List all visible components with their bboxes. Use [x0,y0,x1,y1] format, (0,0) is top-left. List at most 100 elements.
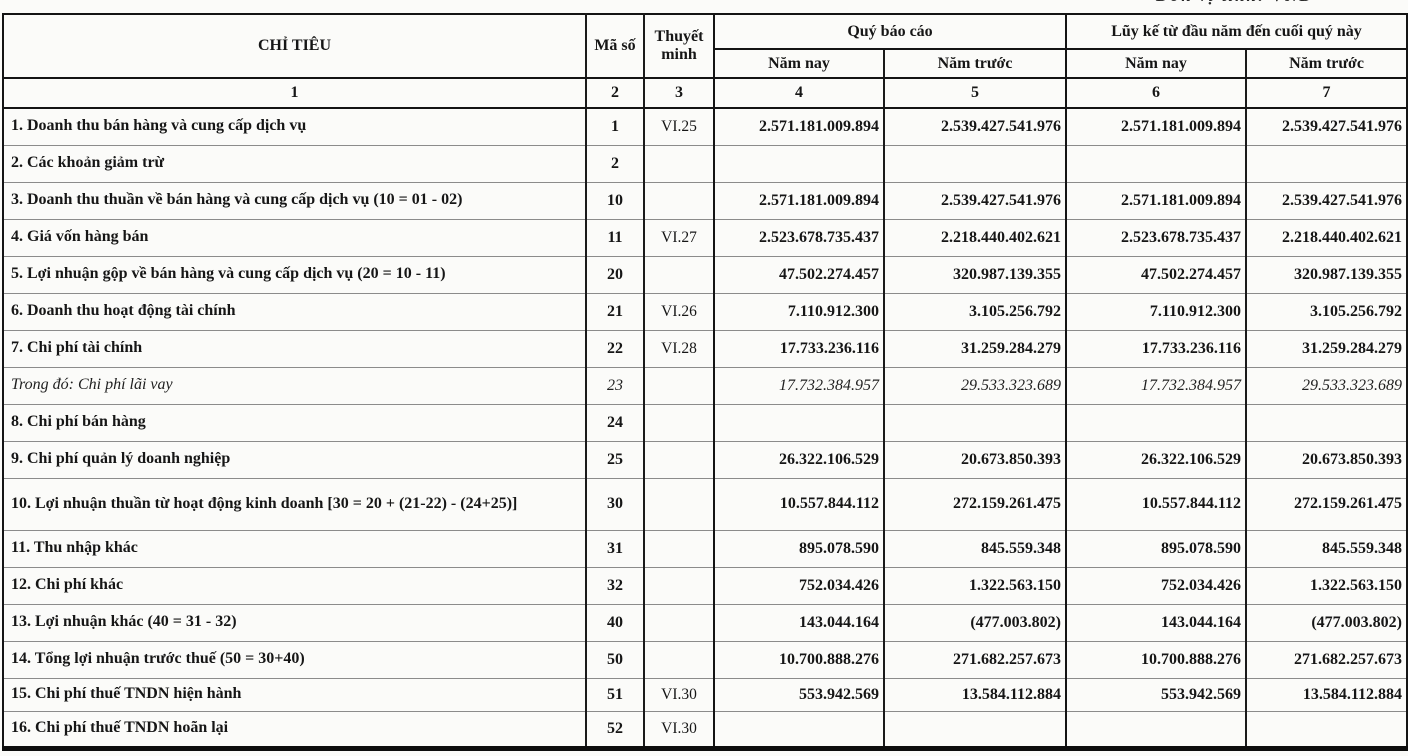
column-index-7: 7 [1246,78,1407,109]
cell-code: 50 [586,641,645,679]
table-row: 11. Thu nhập khác 31 895.078.590 845.559… [3,530,1407,568]
cell-label: 6. Doanh thu hoạt động tài chính [3,293,587,331]
cell-note: VI.30 [644,678,715,712]
cell-label: 9. Chi phí quản lý doanh nghiệp [3,441,587,479]
cell-label: 16. Chi phí thuế TNDN hoãn lại [3,711,587,751]
cell-quarter-current: 752.034.426 [714,567,885,605]
cell-code: 52 [586,711,645,751]
cell-code: 2 [586,145,645,183]
cell-label: 13. Lợi nhuận khác (40 = 31 - 32) [3,604,587,642]
cell-label: Trong đó: Chi phí lãi vay [3,367,587,405]
header-row-groups: CHỈ TIÊU Mã số Thuyết minh Quý báo cáo L… [3,14,1407,79]
cell-quarter-previous: 20.673.850.393 [884,441,1067,479]
cell-cumulative-current: 895.078.590 [1066,530,1247,568]
cell-quarter-previous: 272.159.261.475 [884,478,1067,531]
header-row-years: Năm nay Năm trước Năm nay Năm trước [3,49,1407,79]
cell-quarter-current: 7.110.912.300 [714,293,885,331]
header-row-column-numbers: 1 2 3 4 5 6 7 [3,78,1407,109]
cell-cumulative-current: 17.732.384.957 [1066,367,1247,405]
cell-quarter-current [714,404,885,442]
cell-cumulative-current: 17.733.236.116 [1066,330,1247,368]
cell-quarter-previous: 31.259.284.279 [884,330,1067,368]
cell-quarter-previous: 2.218.440.402.621 [884,219,1067,257]
cell-quarter-previous: 2.539.427.541.976 [884,182,1067,220]
cell-code: 23 [586,367,645,405]
cell-label: 15. Chi phí thuế TNDN hiện hành [3,678,587,712]
cell-quarter-current: 26.322.106.529 [714,441,885,479]
column-header-cumulative-current-year: Năm nay [1066,49,1247,79]
cell-note [644,182,715,220]
cell-cumulative-previous: 20.673.850.393 [1246,441,1407,479]
cell-cumulative-current: 143.044.164 [1066,604,1247,642]
column-group-cumulative: Lũy kế từ đầu năm đến cuối quý này [1066,14,1407,50]
cell-quarter-current: 47.502.274.457 [714,256,885,294]
cell-code: 25 [586,441,645,479]
cell-note [644,367,715,405]
table-row: 12. Chi phí khác 32 752.034.426 1.322.56… [3,567,1407,605]
cell-code: 30 [586,478,645,531]
cell-note: VI.25 [644,108,715,146]
table-row: 5. Lợi nhuận gộp về bán hàng và cung cấp… [3,256,1407,294]
cell-code: 24 [586,404,645,442]
cell-cumulative-previous: 29.533.323.689 [1246,367,1407,405]
cell-quarter-previous: (477.003.802) [884,604,1067,642]
cell-cumulative-current: 2.571.181.009.894 [1066,182,1247,220]
cell-note: VI.26 [644,293,715,331]
cell-cumulative-previous: 1.322.563.150 [1246,567,1407,605]
cell-note: VI.28 [644,330,715,368]
cell-label: 11. Thu nhập khác [3,530,587,568]
cell-cumulative-current [1066,711,1247,751]
cell-cumulative-current: 10.557.844.112 [1066,478,1247,531]
table-row: 9. Chi phí quản lý doanh nghiệp 25 26.32… [3,441,1407,479]
cell-code: 51 [586,678,645,712]
cell-cumulative-current: 7.110.912.300 [1066,293,1247,331]
cell-cumulative-previous: 845.559.348 [1246,530,1407,568]
cell-cumulative-current: 10.700.888.276 [1066,641,1247,679]
cell-cumulative-current: 2.571.181.009.894 [1066,108,1247,146]
table-row: 8. Chi phí bán hàng 24 [3,404,1407,442]
table-row: 3. Doanh thu thuần về bán hàng và cung c… [3,182,1407,220]
cell-cumulative-previous: 2.218.440.402.621 [1246,219,1407,257]
cell-cumulative-previous [1246,711,1407,751]
cell-code: 11 [586,219,645,257]
cell-label: 1. Doanh thu bán hàng và cung cấp dịch v… [3,108,587,146]
cell-label: 7. Chi phí tài chính [3,330,587,368]
cell-quarter-current: 553.942.569 [714,678,885,712]
column-header-code: Mã số [586,14,645,79]
column-index-1: 1 [3,78,587,109]
cell-cumulative-previous: 271.682.257.673 [1246,641,1407,679]
cell-label: 12. Chi phí khác [3,567,587,605]
cell-cumulative-previous [1246,145,1407,183]
cell-cumulative-previous: 3.105.256.792 [1246,293,1407,331]
cell-note [644,604,715,642]
cell-quarter-previous: 2.539.427.541.976 [884,108,1067,146]
cell-cumulative-previous: (477.003.802) [1246,604,1407,642]
table-row: 4. Giá vốn hàng bán 11 VI.27 2.523.678.7… [3,219,1407,257]
cell-cumulative-current [1066,145,1247,183]
unit-note-clipped: Đơn vị tính: VNĐ [1156,0,1314,6]
cell-label: 5. Lợi nhuận gộp về bán hàng và cung cấp… [3,256,587,294]
cell-cumulative-previous: 272.159.261.475 [1246,478,1407,531]
cell-note [644,641,715,679]
cell-quarter-previous: 271.682.257.673 [884,641,1067,679]
cell-quarter-previous: 845.559.348 [884,530,1067,568]
cell-quarter-current: 10.700.888.276 [714,641,885,679]
cell-note: VI.27 [644,219,715,257]
cell-quarter-previous: 13.584.112.884 [884,678,1067,712]
column-index-4: 4 [714,78,885,109]
cell-note [644,404,715,442]
cell-cumulative-previous: 2.539.427.541.976 [1246,182,1407,220]
cell-cumulative-current [1066,404,1247,442]
cell-quarter-previous [884,145,1067,183]
cell-code: 20 [586,256,645,294]
cell-quarter-current: 895.078.590 [714,530,885,568]
cell-quarter-current: 2.523.678.735.437 [714,219,885,257]
column-index-2: 2 [586,78,645,109]
income-statement-table: CHỈ TIÊU Mã số Thuyết minh Quý báo cáo L… [2,13,1408,751]
cell-quarter-current: 2.571.181.009.894 [714,108,885,146]
cell-cumulative-previous [1246,404,1407,442]
cell-quarter-previous [884,404,1067,442]
cell-note [644,145,715,183]
cell-cumulative-current: 752.034.426 [1066,567,1247,605]
